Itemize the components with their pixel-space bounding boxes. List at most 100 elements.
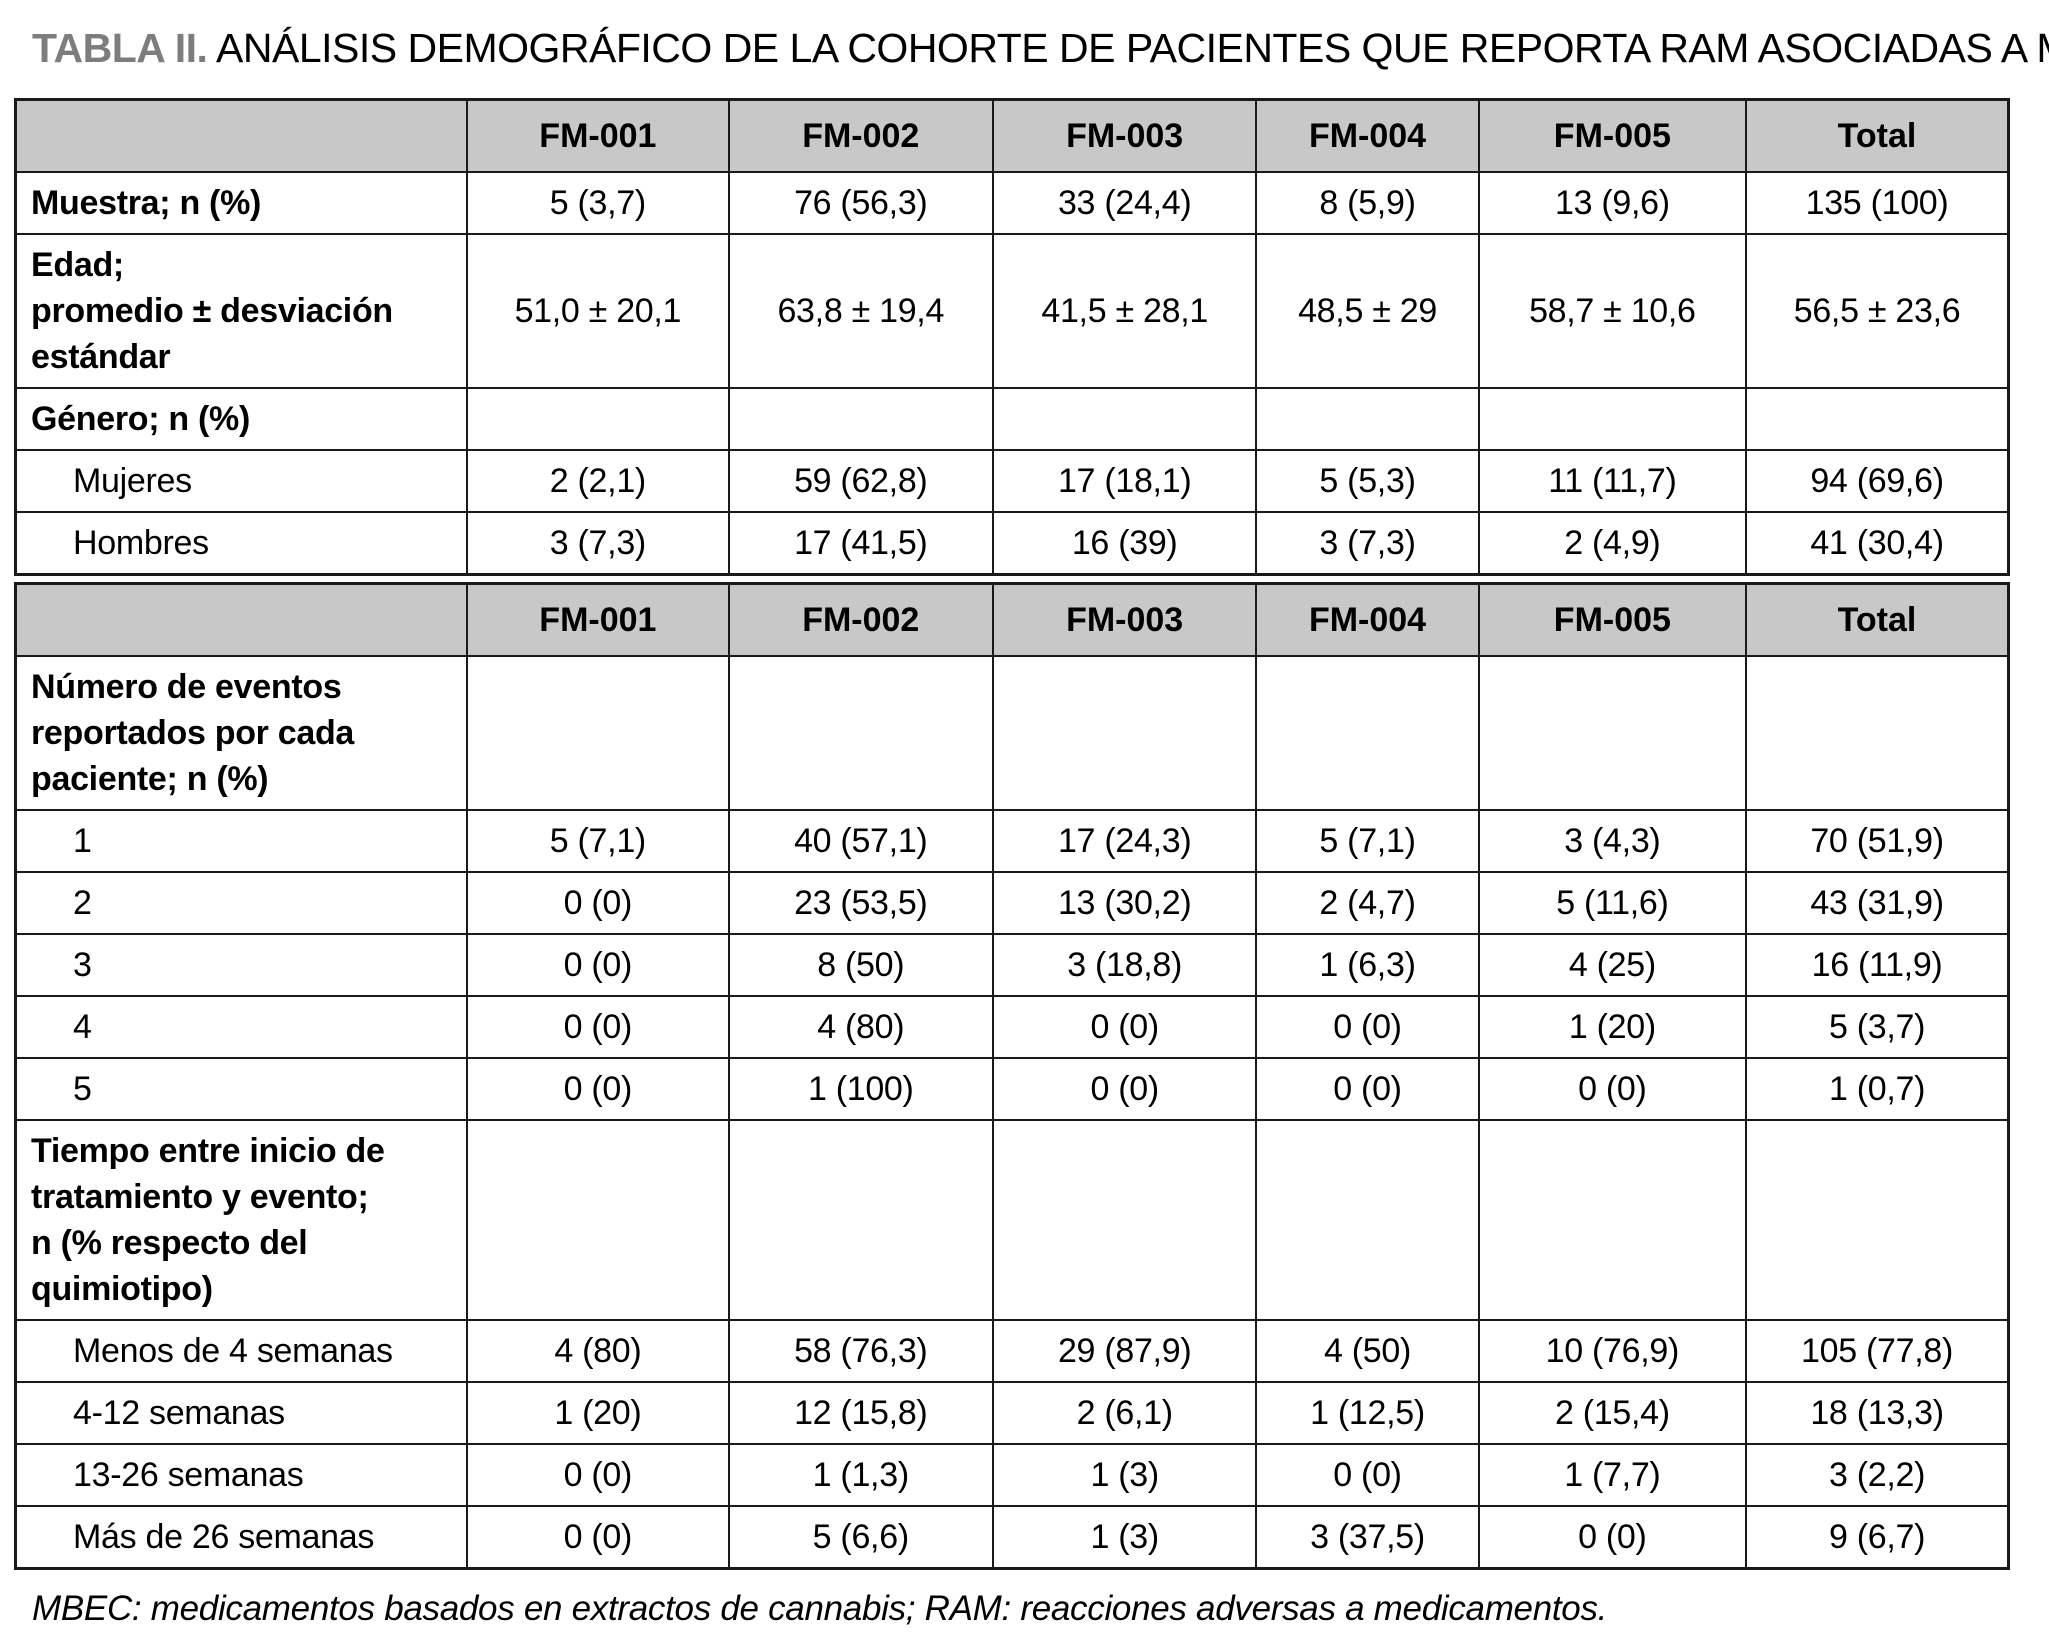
cell: 17 (41,5) bbox=[727, 511, 994, 576]
table-row-edad: Edad; promedio ± desviación estándar 51,… bbox=[14, 233, 2010, 389]
row-label: 2 bbox=[14, 871, 469, 935]
header-row: FM-001 FM-002 FM-003 FM-004 FM-005 Total bbox=[14, 582, 2010, 657]
cell bbox=[466, 1119, 730, 1321]
table-title-text: ANÁLISIS DEMOGRÁFICO DE LA COHORTE DE PA… bbox=[207, 25, 2049, 71]
cell bbox=[991, 655, 1258, 811]
cell: 3 (7,3) bbox=[466, 511, 730, 576]
cell: 59 (62,8) bbox=[727, 449, 994, 513]
column-header-fm-004: FM-004 bbox=[1255, 582, 1480, 657]
cell bbox=[1255, 1119, 1480, 1321]
table-row-4-12-semanas: 4-12 semanas 1 (20) 12 (15,8) 2 (6,1) 1 … bbox=[14, 1381, 2010, 1445]
table-row-eventos-5: 5 0 (0) 1 (100) 0 (0) 0 (0) 0 (0) 1 (0,7… bbox=[14, 1057, 2010, 1121]
cell: 5 (3,7) bbox=[1745, 995, 2010, 1059]
cell: 17 (24,3) bbox=[991, 809, 1258, 873]
row-label: 3 bbox=[14, 933, 469, 997]
cell: 2 (4,9) bbox=[1477, 511, 1748, 576]
cell: 41,5 ± 28,1 bbox=[991, 233, 1258, 389]
cell: 4 (25) bbox=[1477, 933, 1748, 997]
cell: 3 (2,2) bbox=[1745, 1443, 2010, 1507]
row-label: 1 bbox=[14, 809, 469, 873]
column-header-total: Total bbox=[1745, 582, 2010, 657]
column-header-total: Total bbox=[1745, 98, 2010, 173]
table-title: TABLA II. ANÁLISIS DEMOGRÁFICO DE LA COH… bbox=[32, 24, 2049, 72]
cell: 3 (4,3) bbox=[1477, 809, 1748, 873]
cell bbox=[727, 655, 994, 811]
row-label: Edad; promedio ± desviación estándar bbox=[14, 233, 469, 389]
cell: 3 (18,8) bbox=[991, 933, 1258, 997]
table-row-mas-26-semanas: Más de 26 semanas 0 (0) 5 (6,6) 1 (3) 3 … bbox=[14, 1505, 2010, 1570]
table-row-eventos-1: 1 5 (7,1) 40 (57,1) 17 (24,3) 5 (7,1) 3 … bbox=[14, 809, 2010, 873]
corner-cell bbox=[14, 582, 469, 657]
cell bbox=[991, 1119, 1258, 1321]
cell: 5 (6,6) bbox=[727, 1505, 994, 1570]
row-label: Género; n (%) bbox=[14, 387, 469, 451]
table-row-muestra: Muestra; n (%) 5 (3,7) 76 (56,3) 33 (24,… bbox=[14, 171, 2010, 235]
cell: 8 (50) bbox=[727, 933, 994, 997]
cell: 1 (0,7) bbox=[1745, 1057, 2010, 1121]
cell: 0 (0) bbox=[466, 1057, 730, 1121]
table-row-menos-4-semanas: Menos de 4 semanas 4 (80) 58 (76,3) 29 (… bbox=[14, 1319, 2010, 1383]
cell: 9 (6,7) bbox=[1745, 1505, 2010, 1570]
cell: 1 (7,7) bbox=[1477, 1443, 1748, 1507]
corner-cell bbox=[14, 98, 469, 173]
cell: 2 (4,7) bbox=[1255, 871, 1480, 935]
cell: 41 (30,4) bbox=[1745, 511, 2010, 576]
cell: 3 (37,5) bbox=[1255, 1505, 1480, 1570]
demographics-table-upper: FM-001 FM-002 FM-003 FM-004 FM-005 Total… bbox=[14, 98, 2010, 576]
header-row: FM-001 FM-002 FM-003 FM-004 FM-005 Total bbox=[14, 98, 2010, 173]
cell: 0 (0) bbox=[1255, 1443, 1480, 1507]
cell: 5 (3,7) bbox=[466, 171, 730, 235]
cell: 135 (100) bbox=[1745, 171, 2010, 235]
cell: 16 (11,9) bbox=[1745, 933, 2010, 997]
column-header-fm-002: FM-002 bbox=[727, 98, 994, 173]
cell: 4 (50) bbox=[1255, 1319, 1480, 1383]
cell: 0 (0) bbox=[1477, 1057, 1748, 1121]
column-header-fm-001: FM-001 bbox=[466, 582, 730, 657]
cell bbox=[1477, 655, 1748, 811]
cell: 1 (3) bbox=[991, 1443, 1258, 1507]
column-header-fm-002: FM-002 bbox=[727, 582, 994, 657]
cell: 58,7 ± 10,6 bbox=[1477, 233, 1748, 389]
cell: 1 (20) bbox=[1477, 995, 1748, 1059]
cell bbox=[466, 387, 730, 451]
cell: 70 (51,9) bbox=[1745, 809, 2010, 873]
cell: 5 (7,1) bbox=[1255, 809, 1480, 873]
column-header-fm-005: FM-005 bbox=[1477, 582, 1748, 657]
cell: 5 (7,1) bbox=[466, 809, 730, 873]
cell: 40 (57,1) bbox=[727, 809, 994, 873]
cell: 1 (20) bbox=[466, 1381, 730, 1445]
cell bbox=[1255, 655, 1480, 811]
cell: 0 (0) bbox=[1255, 1057, 1480, 1121]
cell: 0 (0) bbox=[466, 933, 730, 997]
demographics-table-lower: FM-001 FM-002 FM-003 FM-004 FM-005 Total… bbox=[14, 582, 2010, 1570]
cell: 11 (11,7) bbox=[1477, 449, 1748, 513]
cell: 10 (76,9) bbox=[1477, 1319, 1748, 1383]
cell: 2 (2,1) bbox=[466, 449, 730, 513]
row-label: 4 bbox=[14, 995, 469, 1059]
cell: 5 (5,3) bbox=[1255, 449, 1480, 513]
cell: 48,5 ± 29 bbox=[1255, 233, 1480, 389]
table-title-tag: TABLA II. bbox=[32, 25, 208, 71]
row-label: Hombres bbox=[14, 511, 469, 576]
cell: 8 (5,9) bbox=[1255, 171, 1480, 235]
cell bbox=[1477, 387, 1748, 451]
cell: 1 (100) bbox=[727, 1057, 994, 1121]
cell: 1 (3) bbox=[991, 1505, 1258, 1570]
cell: 13 (9,6) bbox=[1477, 171, 1748, 235]
table-row-eventos-2: 2 0 (0) 23 (53,5) 13 (30,2) 2 (4,7) 5 (1… bbox=[14, 871, 2010, 935]
row-label: 13-26 semanas bbox=[14, 1443, 469, 1507]
cell bbox=[1745, 387, 2010, 451]
cell: 0 (0) bbox=[991, 995, 1258, 1059]
cell bbox=[1477, 1119, 1748, 1321]
cell: 0 (0) bbox=[991, 1057, 1258, 1121]
table-row-tiempo: Tiempo entre inicio de tratamiento y eve… bbox=[14, 1119, 2010, 1321]
row-label: 5 bbox=[14, 1057, 469, 1121]
cell: 17 (18,1) bbox=[991, 449, 1258, 513]
cell bbox=[727, 1119, 994, 1321]
cell bbox=[1745, 1119, 2010, 1321]
cell: 43 (31,9) bbox=[1745, 871, 2010, 935]
cell bbox=[991, 387, 1258, 451]
cell: 51,0 ± 20,1 bbox=[466, 233, 730, 389]
row-label: Mujeres bbox=[14, 449, 469, 513]
